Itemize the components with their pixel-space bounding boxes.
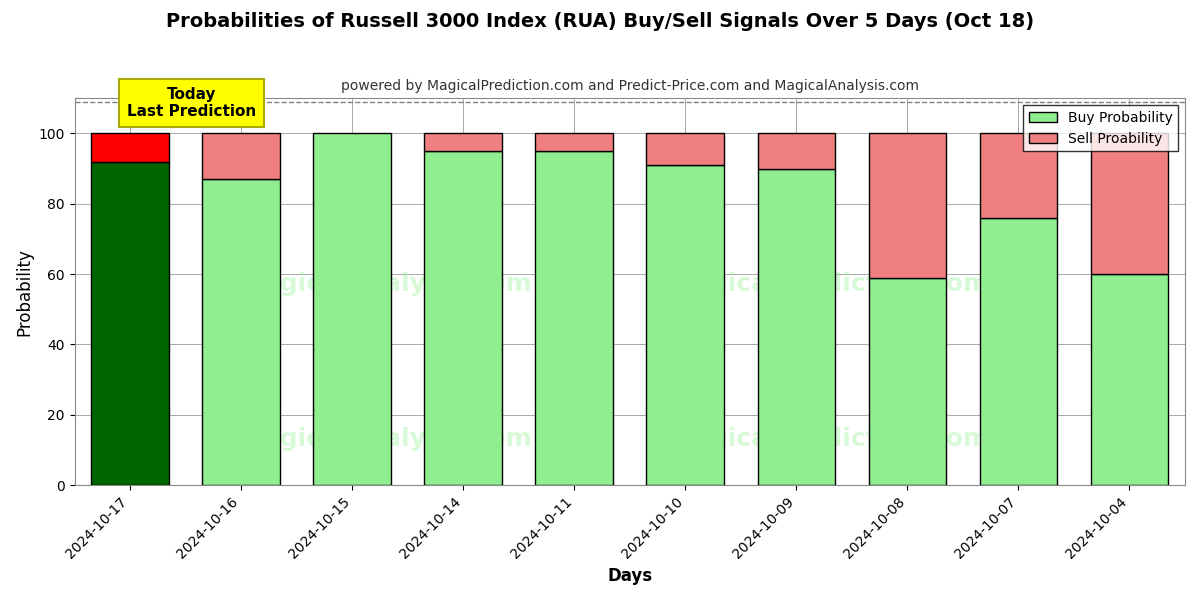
Bar bbox=[313, 133, 391, 485]
Legend: Buy Probability, Sell Proability: Buy Probability, Sell Proability bbox=[1024, 105, 1178, 151]
Text: MagicalAnalysis.com: MagicalAnalysis.com bbox=[239, 427, 533, 451]
Text: Today
Last Prediction: Today Last Prediction bbox=[127, 87, 256, 119]
X-axis label: Days: Days bbox=[607, 567, 653, 585]
Bar bbox=[869, 278, 947, 485]
Text: MagicalAnalysis.com: MagicalAnalysis.com bbox=[239, 272, 533, 296]
Bar bbox=[979, 218, 1057, 485]
Bar bbox=[647, 133, 725, 165]
Bar bbox=[647, 165, 725, 485]
Bar bbox=[869, 133, 947, 278]
Title: powered by MagicalPrediction.com and Predict-Price.com and MagicalAnalysis.com: powered by MagicalPrediction.com and Pre… bbox=[341, 79, 919, 93]
Bar bbox=[1091, 133, 1169, 274]
Bar bbox=[757, 169, 835, 485]
Bar bbox=[203, 133, 280, 179]
Text: MagicalPrediction.com: MagicalPrediction.com bbox=[670, 427, 990, 451]
Text: Probabilities of Russell 3000 Index (RUA) Buy/Sell Signals Over 5 Days (Oct 18): Probabilities of Russell 3000 Index (RUA… bbox=[166, 12, 1034, 31]
Bar bbox=[91, 133, 169, 161]
Y-axis label: Probability: Probability bbox=[16, 248, 34, 335]
Bar bbox=[535, 151, 613, 485]
Text: MagicalPrediction.com: MagicalPrediction.com bbox=[670, 272, 990, 296]
Bar bbox=[425, 151, 502, 485]
Bar bbox=[535, 133, 613, 151]
Bar bbox=[203, 179, 280, 485]
Bar bbox=[425, 133, 502, 151]
Bar bbox=[979, 133, 1057, 218]
Bar bbox=[757, 133, 835, 169]
Bar bbox=[91, 161, 169, 485]
Bar bbox=[1091, 274, 1169, 485]
